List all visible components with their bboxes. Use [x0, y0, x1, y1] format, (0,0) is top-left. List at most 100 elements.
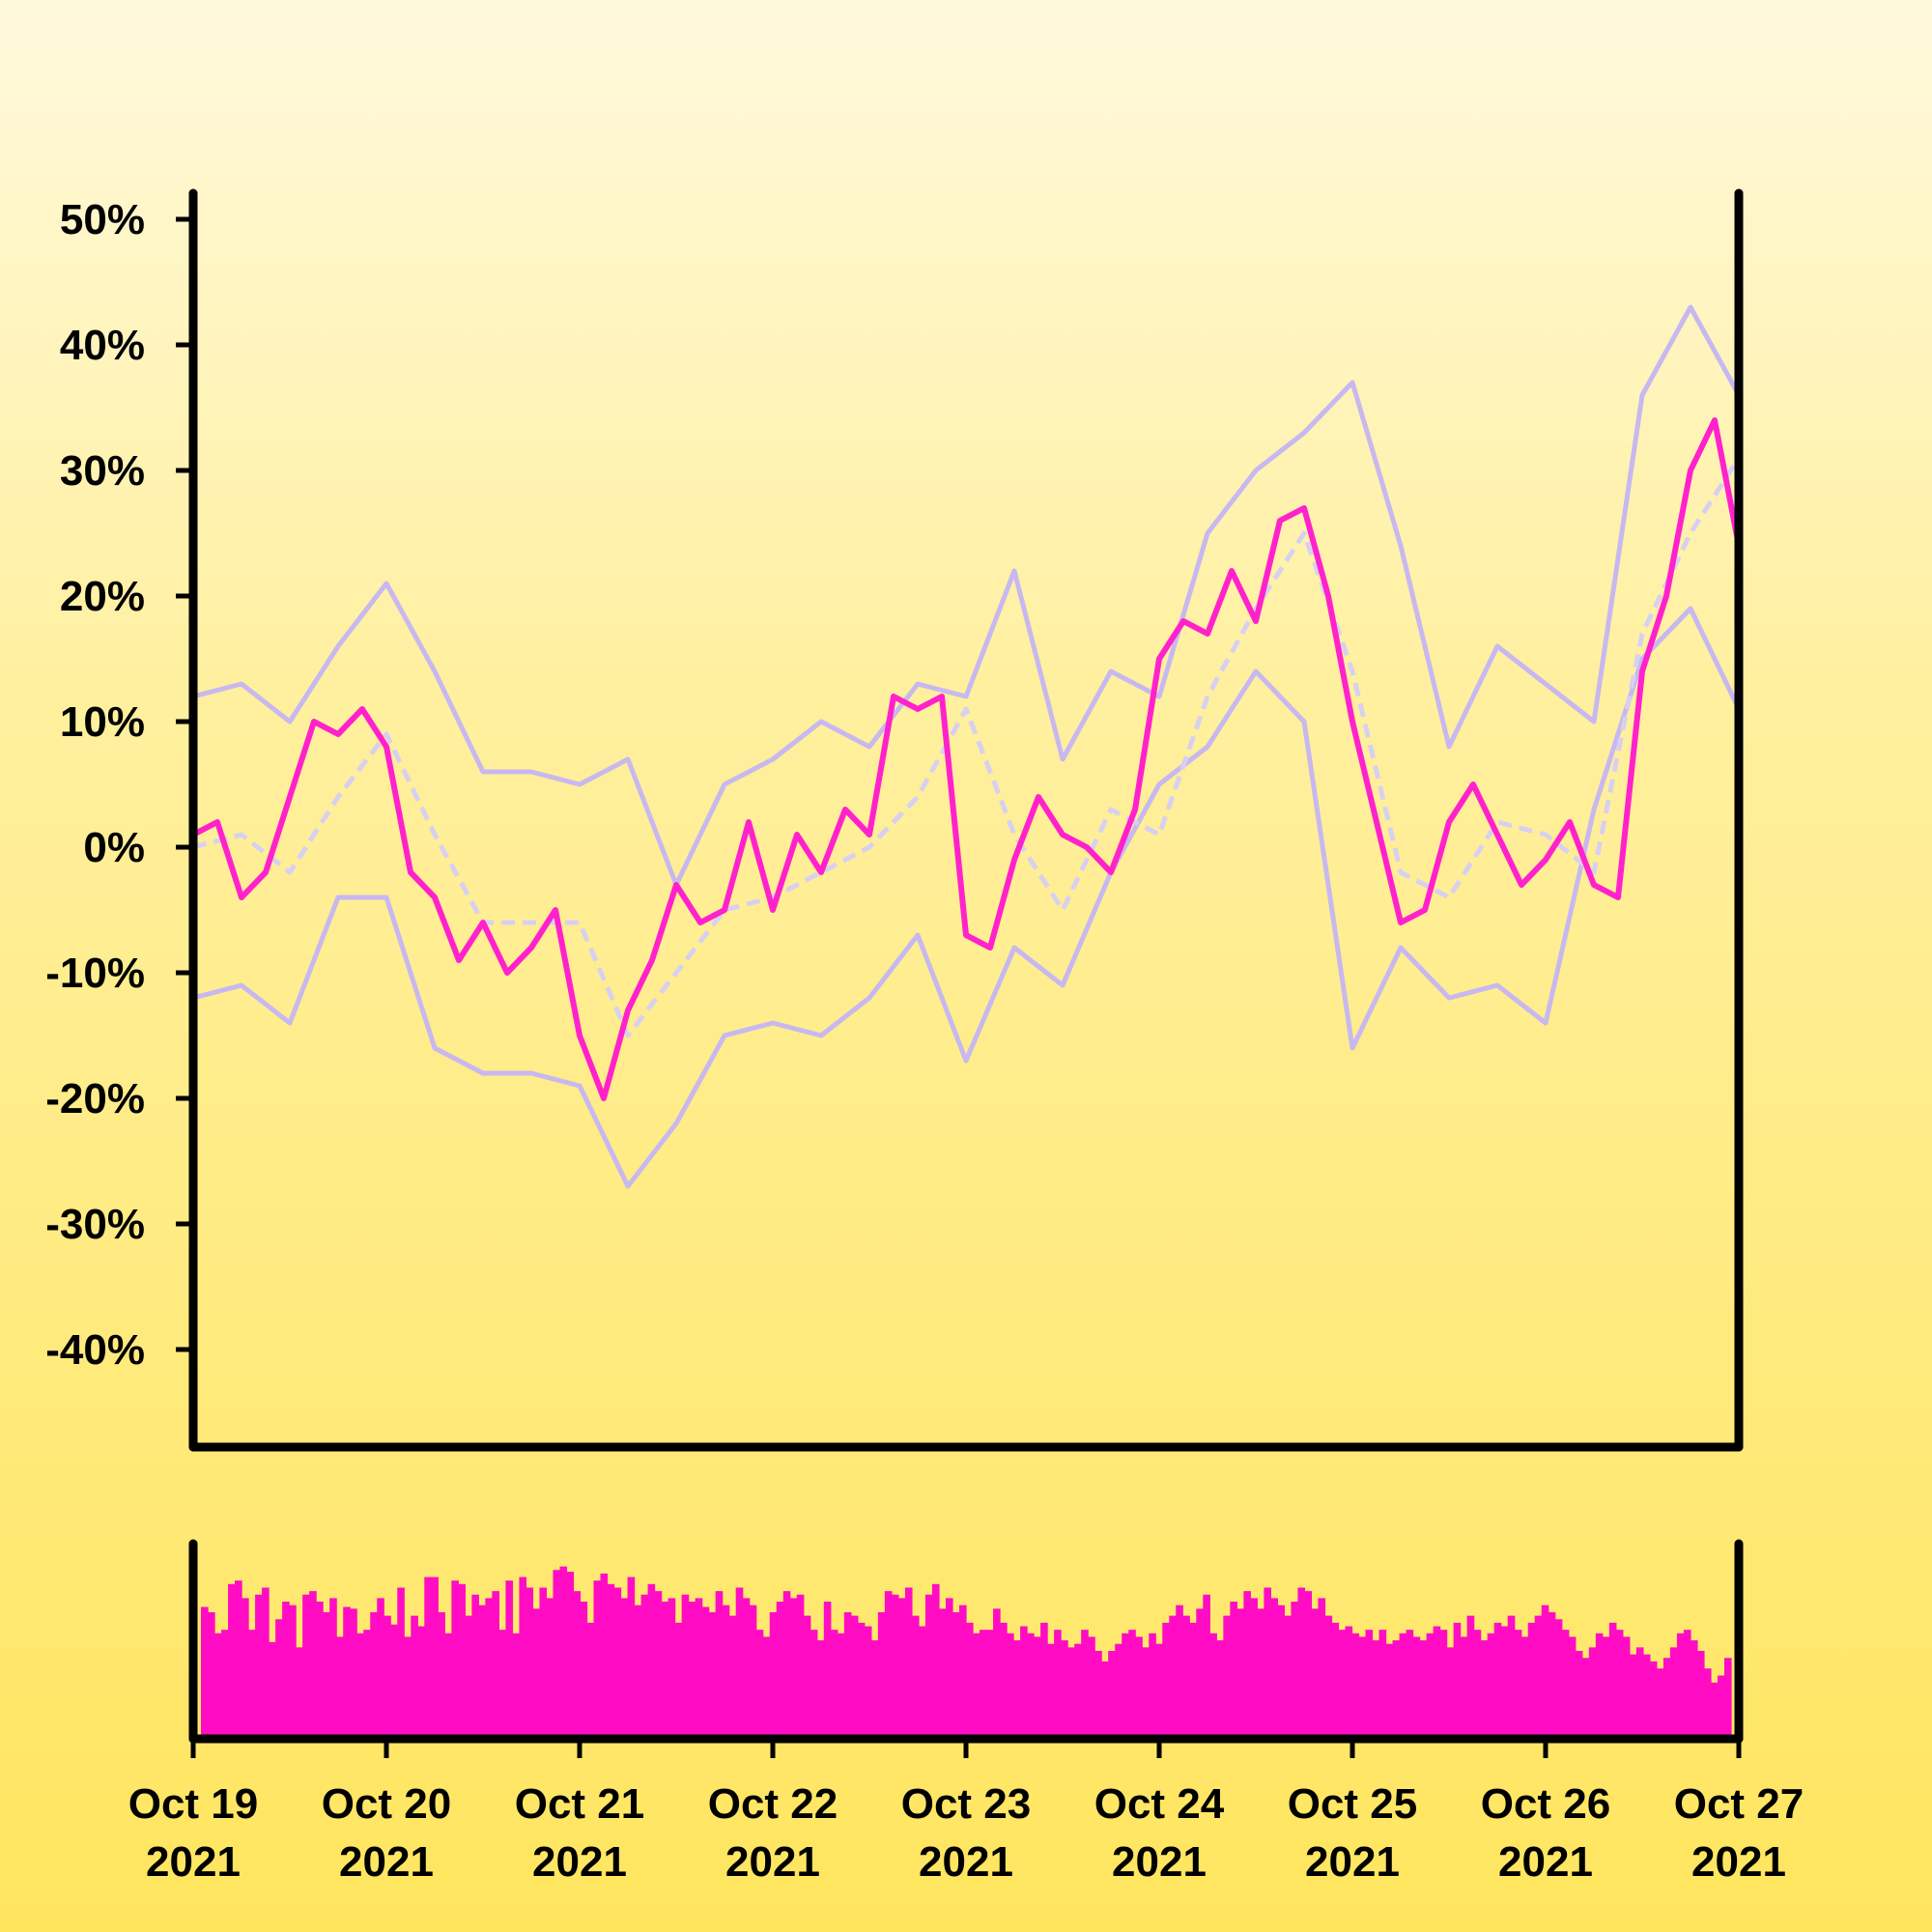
- volume-bar: [302, 1594, 310, 1739]
- volume-bar: [1622, 1636, 1631, 1739]
- x-tick-label: Oct 23: [901, 1780, 1032, 1828]
- volume-bar: [1399, 1633, 1407, 1739]
- volume-bar: [1520, 1636, 1529, 1739]
- volume-bar: [1047, 1643, 1055, 1739]
- upper-band-line: [192, 304, 1742, 888]
- volume-bar: [600, 1573, 609, 1739]
- volume-bar: [973, 1633, 980, 1739]
- volume-bar: [857, 1622, 866, 1739]
- volume-bar: [390, 1624, 398, 1739]
- volume-bar: [1710, 1682, 1719, 1739]
- volume-bar: [1223, 1615, 1231, 1739]
- volume-bar: [1548, 1611, 1556, 1739]
- volume-bar: [742, 1598, 751, 1739]
- volume-bar: [289, 1605, 297, 1739]
- volume-bar: [1284, 1615, 1293, 1739]
- volume-bar: [377, 1598, 384, 1739]
- volume-bar: [1270, 1598, 1279, 1739]
- volume-bar: [1446, 1647, 1455, 1739]
- volume-bar: [1554, 1619, 1563, 1739]
- volume-bar: [1115, 1643, 1122, 1739]
- volume-bar: [1034, 1636, 1041, 1739]
- volume-bar: [1216, 1640, 1224, 1739]
- volume-bar: [1500, 1626, 1509, 1739]
- volume-bar: [242, 1598, 249, 1739]
- volume-bar: [1406, 1630, 1414, 1739]
- volume-bar: [1683, 1630, 1691, 1739]
- volume-bar: [755, 1630, 764, 1739]
- y-tick-label: 0%: [83, 824, 145, 871]
- volume-bar: [837, 1633, 845, 1739]
- volume-bar: [918, 1626, 926, 1739]
- volume-bar: [1690, 1640, 1698, 1739]
- volume-bar: [478, 1605, 486, 1739]
- volume-bar: [1385, 1643, 1394, 1739]
- volume-bar: [1101, 1661, 1109, 1739]
- volume-bar: [343, 1606, 351, 1739]
- volume-bar: [1297, 1587, 1306, 1739]
- volume-bar: [986, 1630, 994, 1739]
- volume-bar: [519, 1577, 527, 1739]
- volume-bar: [1331, 1622, 1340, 1739]
- volume-bar: [782, 1591, 791, 1739]
- volume-bar: [1669, 1647, 1678, 1739]
- x-axis: Oct 19 2021 Oct 20 2021 Oct 21 2021 Oct 22 2021…: [128, 1739, 1804, 1886]
- volume-bar: [640, 1594, 649, 1739]
- volume-bar: [938, 1608, 947, 1739]
- volume-bar: [681, 1594, 690, 1739]
- volume-bar: [248, 1630, 256, 1739]
- x-tick-label: Oct 21: [515, 1780, 645, 1828]
- volume-bar: [1419, 1640, 1428, 1739]
- volume-bar: [1088, 1636, 1095, 1739]
- volume-bar: [1365, 1630, 1374, 1739]
- volume-bars: [201, 1566, 1732, 1739]
- volume-bar: [1196, 1608, 1204, 1739]
- x-tick-label: Oct 20: [322, 1780, 452, 1828]
- volume-bar: [1656, 1668, 1664, 1739]
- volume-bar: [1629, 1654, 1637, 1739]
- volume-bar: [1426, 1633, 1435, 1739]
- volume-bar: [958, 1605, 967, 1739]
- volume-bar: [884, 1591, 893, 1739]
- x-tick-year-label: 2021: [919, 1838, 1013, 1886]
- x-tick-label: Oct 25: [1288, 1780, 1418, 1828]
- x-tick-label: Oct 22: [708, 1780, 838, 1828]
- x-tick-year-label: 2021: [1112, 1838, 1207, 1886]
- volume-bar: [762, 1636, 771, 1739]
- volume-bar: [296, 1647, 303, 1739]
- volume-bar: [789, 1598, 798, 1739]
- volume-bar: [336, 1636, 344, 1739]
- volume-bar: [1203, 1594, 1210, 1739]
- volume-bar: [350, 1608, 357, 1739]
- volume-bar: [275, 1619, 283, 1739]
- volume-bar: [701, 1606, 710, 1739]
- volume-bar: [1595, 1633, 1604, 1739]
- volume-bar: [769, 1611, 778, 1739]
- volume-bar: [850, 1615, 859, 1739]
- volume-bar: [593, 1580, 602, 1739]
- volume-bar: [1487, 1633, 1495, 1739]
- volume-bar: [1514, 1630, 1522, 1739]
- volume-bar: [728, 1615, 737, 1739]
- volume-bar: [1480, 1640, 1489, 1739]
- x-tick-label: Oct 26: [1481, 1780, 1611, 1828]
- volume-bar: [1162, 1622, 1170, 1739]
- x-tick-year-label: 2021: [1691, 1838, 1786, 1886]
- volume-bar: [1027, 1633, 1035, 1739]
- volume-bar: [505, 1580, 514, 1739]
- volume-bar: [566, 1572, 575, 1739]
- volume-bar: [1507, 1615, 1516, 1739]
- volume-bar: [715, 1591, 724, 1739]
- volume-bar: [1149, 1633, 1156, 1739]
- volume-bar: [627, 1577, 636, 1739]
- volume-bar: [1318, 1598, 1326, 1739]
- price-path: [191, 417, 1742, 1101]
- volume-bar: [688, 1602, 696, 1739]
- volume-bar: [465, 1615, 472, 1739]
- volume-bar: [208, 1611, 215, 1739]
- volume-bar: [404, 1636, 412, 1739]
- volume-bar: [1040, 1622, 1048, 1739]
- volume-bar: [1703, 1668, 1712, 1739]
- volume-bar: [1588, 1647, 1597, 1739]
- volume-bar: [661, 1602, 669, 1739]
